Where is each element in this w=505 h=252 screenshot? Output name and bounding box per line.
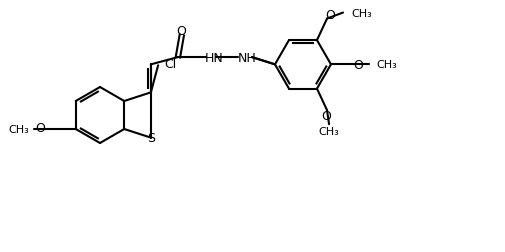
Text: O: O [352,59,362,72]
Text: O: O [324,9,334,22]
Text: Cl: Cl [164,57,176,71]
Text: CH₃: CH₃ [318,127,339,137]
Text: O: O [321,109,330,122]
Text: CH₃: CH₃ [8,124,29,135]
Text: S: S [146,132,155,145]
Text: HN: HN [204,51,223,64]
Text: NH: NH [237,51,256,64]
Text: O: O [176,24,185,37]
Text: CH₃: CH₃ [350,9,371,18]
Text: O: O [35,122,44,135]
Text: CH₃: CH₃ [376,60,397,70]
